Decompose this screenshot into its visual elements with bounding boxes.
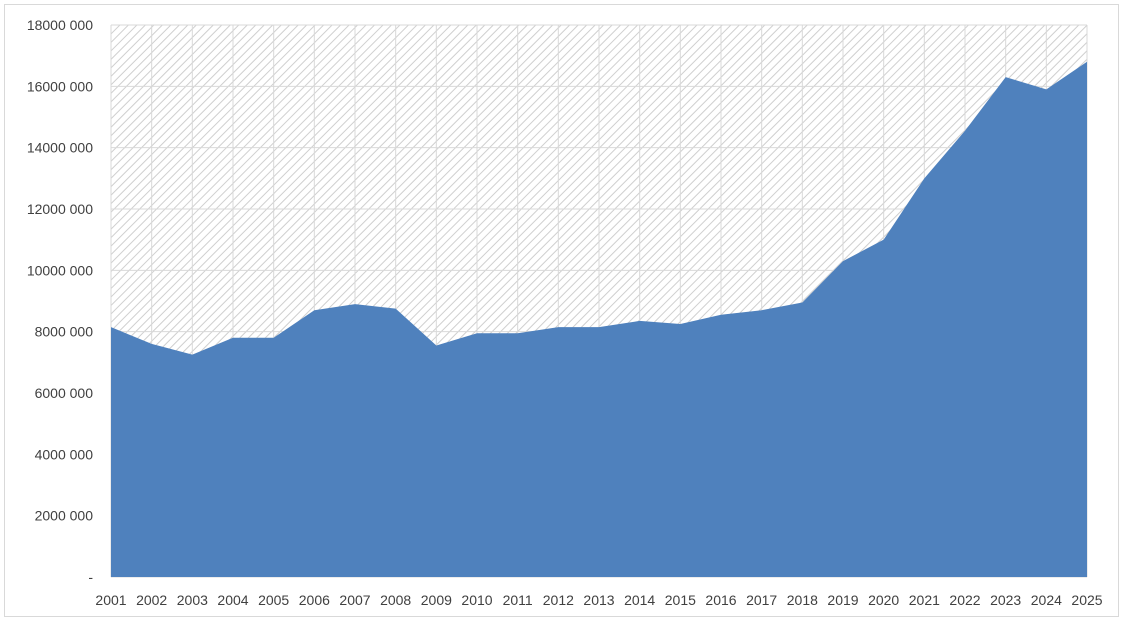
x-tick-label: 2013 [583,592,614,608]
y-tick-label: 4000 000 [35,446,94,462]
x-tick-label: 2010 [461,592,492,608]
x-tick-label: 2008 [380,592,411,608]
x-tick-label: 2002 [136,592,167,608]
y-axis-tick-labels: - 2000 000 4000 000 6000 000 8000 000 10000 0… [27,17,94,585]
x-tick-label: 2005 [258,592,289,608]
x-tick-label: 2024 [1031,592,1062,608]
y-tick-label: 8000 000 [35,324,94,340]
x-tick-label: 2006 [299,592,330,608]
y-tick-label: 12000 000 [27,201,93,217]
x-tick-label: 2021 [909,592,940,608]
y-tick-label: 16000 000 [27,78,93,94]
series-area [111,61,1087,578]
x-tick-label: 2012 [543,592,574,608]
x-tick-label: 2018 [787,592,818,608]
x-tick-label: 2017 [746,592,777,608]
x-tick-label: 2011 [503,592,533,608]
y-tick-label: 6000 000 [35,385,94,401]
x-tick-label: 2007 [339,592,370,608]
y-tick-label: 2000 000 [35,508,94,524]
x-tick-label: 2019 [827,592,858,608]
series-area-group [111,61,1087,578]
y-tick-label: - [88,569,93,585]
x-tick-label: 2016 [705,592,736,608]
y-tick-label: 14000 000 [27,140,93,156]
y-tick-label: 18000 000 [27,17,93,33]
x-tick-label: 2014 [624,592,655,608]
x-tick-label: 2001 [95,592,126,608]
x-tick-label: 2025 [1071,592,1102,608]
x-tick-label: 2022 [949,592,980,608]
x-tick-label: 2015 [665,592,696,608]
x-tick-label: 2003 [177,592,208,608]
x-axis-tick-labels: 2001 2002 2003 2004 2005 2006 2007 2008 2009 2010… [95,592,1102,608]
x-tick-label: 2020 [868,592,899,608]
y-tick-label: 10000 000 [27,262,93,278]
x-tick-label: 2004 [217,592,248,608]
x-tick-label: 2023 [990,592,1021,608]
x-tick-label: 2009 [421,592,452,608]
